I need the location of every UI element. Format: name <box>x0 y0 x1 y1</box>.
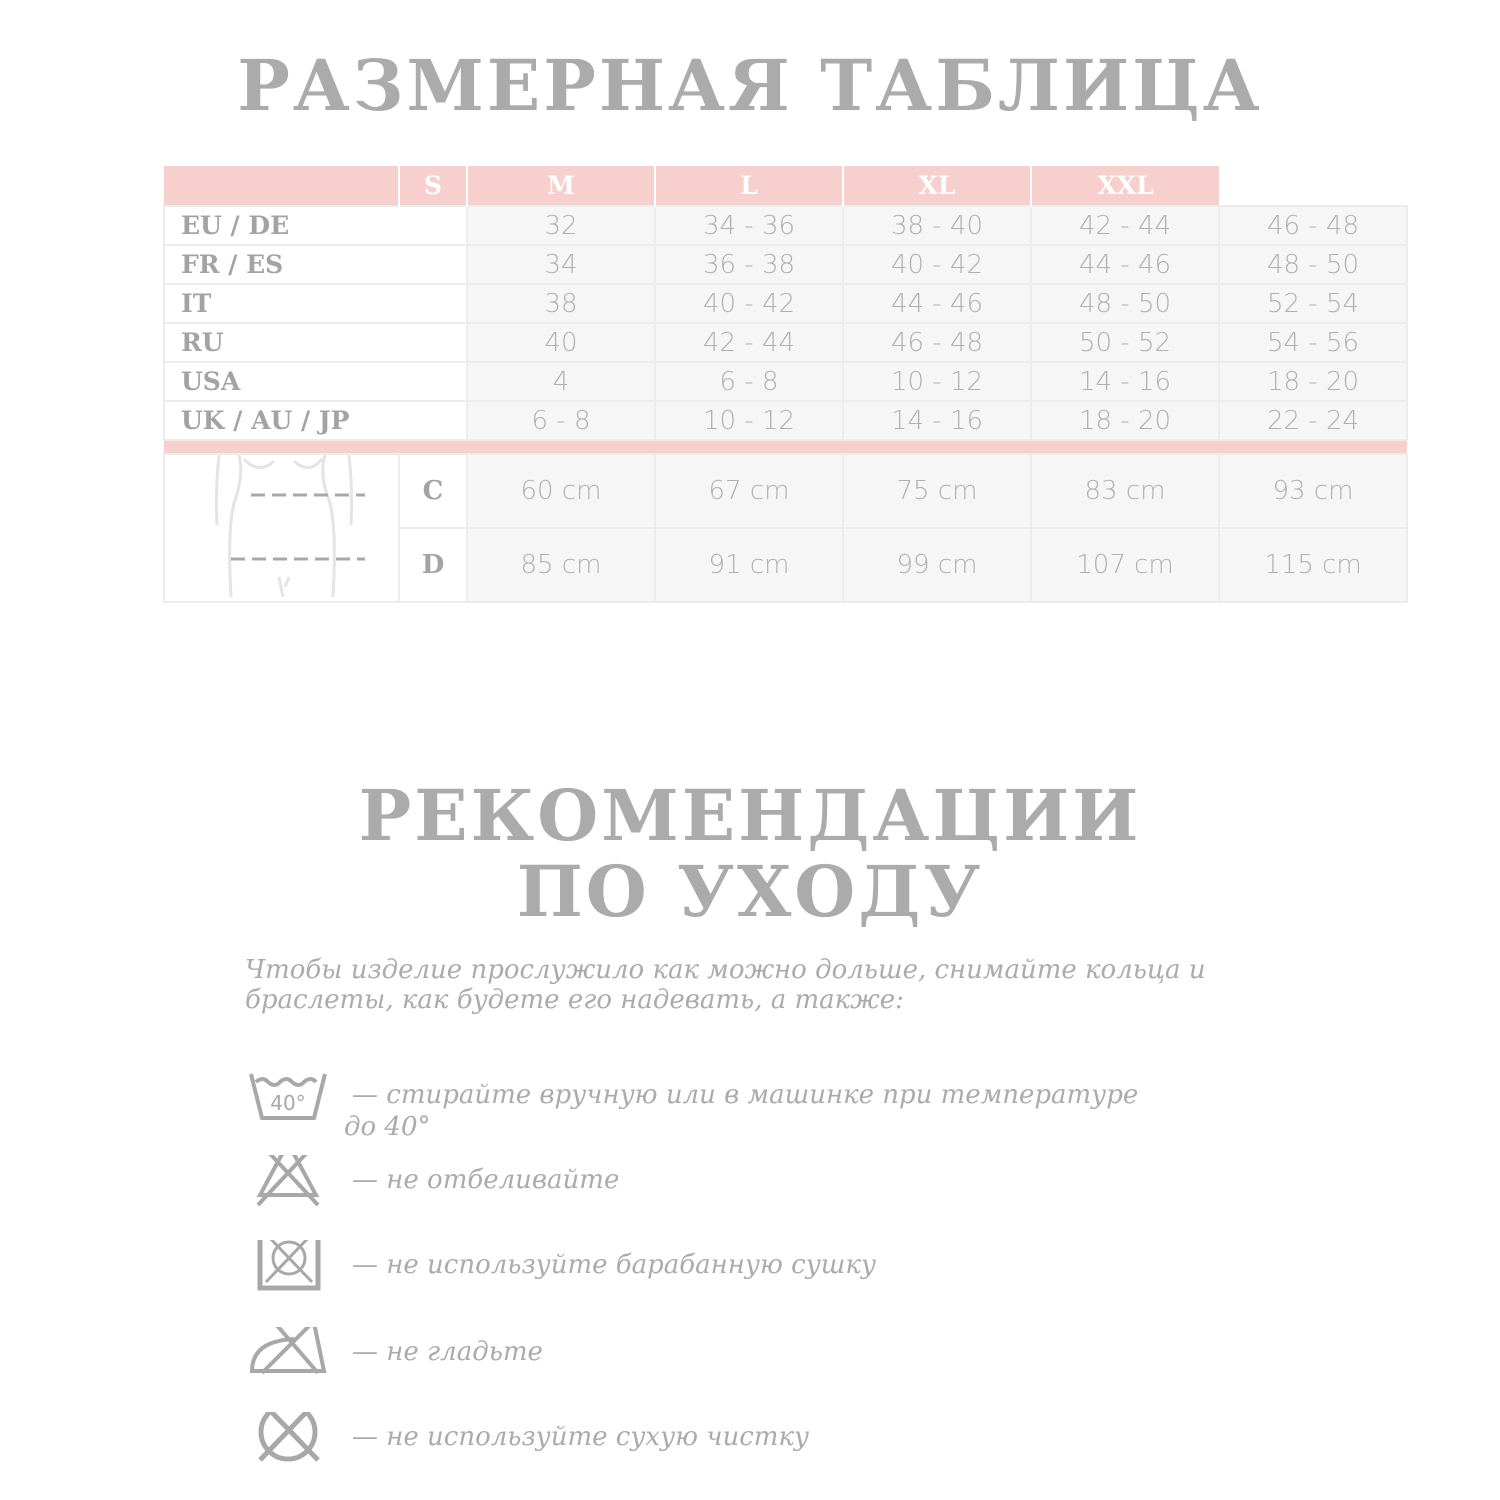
cell: 42 - 44 <box>654 322 844 363</box>
cell: 36 - 38 <box>654 244 844 285</box>
cell: 44 - 46 <box>842 283 1032 324</box>
cell: 10 - 12 <box>842 361 1032 402</box>
size-header: M <box>466 166 656 206</box>
cell: 52 - 54 <box>1218 283 1408 324</box>
cell: 46 - 48 <box>842 322 1032 363</box>
cell: 14 - 16 <box>1030 361 1220 402</box>
body-silhouette-icon <box>214 454 365 598</box>
care-intro: Чтобы изделие прослужило как можно дольш… <box>245 955 1206 1015</box>
care-text: — не используйте сухую чистку <box>352 1422 810 1452</box>
no-dry-clean-icon <box>258 1412 320 1462</box>
region-label: IT <box>163 283 468 324</box>
cell: 34 - 36 <box>654 205 844 246</box>
care-text-cont: до 40° <box>344 1112 431 1142</box>
cell: 10 - 12 <box>654 400 844 441</box>
measurement-row: D 85 cm 91 cm 99 cm 107 cm 115 cm <box>164 527 1408 603</box>
cell: 22 - 24 <box>1218 400 1408 441</box>
cell: 40 - 42 <box>654 283 844 324</box>
cell: 34 <box>466 244 656 285</box>
measurement-label: D <box>398 527 468 603</box>
care-title-line2: ПО УХОДУ <box>516 850 984 933</box>
body-figure <box>163 453 400 603</box>
header-empty <box>164 166 400 206</box>
care-text: — стирайте вручную или в машинке при тем… <box>352 1080 1139 1110</box>
cell: 32 <box>466 205 656 246</box>
region-label: FR / ES <box>163 244 468 285</box>
size-header: XXL <box>1030 166 1219 206</box>
cell: 75 cm <box>842 453 1032 529</box>
cell: 60 cm <box>466 453 656 529</box>
cell: 115 cm <box>1218 527 1408 603</box>
cell: 38 <box>466 283 656 324</box>
cell: 54 - 56 <box>1218 322 1408 363</box>
region-label: EU / DE <box>163 205 468 246</box>
cell: 107 cm <box>1030 527 1220 603</box>
size-header: XL <box>842 166 1032 206</box>
care-text: — не отбеливайте <box>352 1165 620 1195</box>
size-table: S M L XL XXL EU / DE 32 34 - 36 38 - 40 42 -… <box>163 166 1408 603</box>
size-header: S <box>398 166 468 206</box>
cell: 18 - 20 <box>1218 361 1408 402</box>
cell: 14 - 16 <box>842 400 1032 441</box>
care-title-line1: РЕКОМЕНДАЦИИ <box>358 774 1142 857</box>
cell: 48 - 50 <box>1030 283 1220 324</box>
size-row: UK / AU / JP 6 - 8 10 - 12 14 - 16 18 - 20 22… <box>163 400 1408 441</box>
cell: 99 cm <box>842 527 1032 603</box>
size-header-row: S M L XL XXL <box>164 166 1407 206</box>
measurement-label: C <box>398 453 468 529</box>
cell: 18 - 20 <box>1030 400 1220 441</box>
cell: 6 - 8 <box>466 400 656 441</box>
no-iron-icon <box>249 1327 327 1375</box>
cell: 50 - 52 <box>1030 322 1220 363</box>
cell: 91 cm <box>654 527 844 603</box>
cell: 67 cm <box>654 453 844 529</box>
divider-band <box>164 440 1407 454</box>
size-row: EU / DE 32 34 - 36 38 - 40 42 - 44 46 - 48 <box>163 205 1408 246</box>
cell: 40 - 42 <box>842 244 1032 285</box>
cell: 38 - 40 <box>842 205 1032 246</box>
no-tumble-dry-icon <box>257 1240 321 1291</box>
size-row: FR / ES 34 36 - 38 40 - 42 44 - 46 48 - 50 <box>163 244 1408 285</box>
cell: 6 - 8 <box>654 361 844 402</box>
region-label: RU <box>163 322 468 363</box>
cell: 85 cm <box>466 527 656 603</box>
cell: 93 cm <box>1218 453 1408 529</box>
region-label: UK / AU / JP <box>163 400 468 441</box>
cell: 83 cm <box>1030 453 1220 529</box>
cell: 44 - 46 <box>1030 244 1220 285</box>
no-bleach-icon <box>256 1155 320 1207</box>
cell: 48 - 50 <box>1218 244 1408 285</box>
cell: 46 - 48 <box>1218 205 1408 246</box>
cell: 40 <box>466 322 656 363</box>
measurement-row: C 60 cm 67 cm 75 cm 83 cm 93 cm <box>163 453 1408 603</box>
size-table-title: РАЗМЕРНАЯ ТАБЛИЦА <box>237 44 1263 127</box>
size-row: USA 4 6 - 8 10 - 12 14 - 16 18 - 20 <box>163 361 1408 402</box>
care-text: — не гладьте <box>352 1337 543 1367</box>
wash-40-icon: 40° <box>249 1073 327 1120</box>
cell: 42 - 44 <box>1030 205 1220 246</box>
region-label: USA <box>163 361 468 402</box>
care-text: — не используйте барабанную сушку <box>352 1250 877 1280</box>
size-row: RU 40 42 - 44 46 - 48 50 - 52 54 - 56 <box>163 322 1408 363</box>
size-row: IT 38 40 - 42 44 - 46 48 - 50 52 - 54 <box>163 283 1408 324</box>
size-header: L <box>654 166 844 206</box>
cell: 4 <box>466 361 656 402</box>
svg-text:40°: 40° <box>270 1091 305 1115</box>
